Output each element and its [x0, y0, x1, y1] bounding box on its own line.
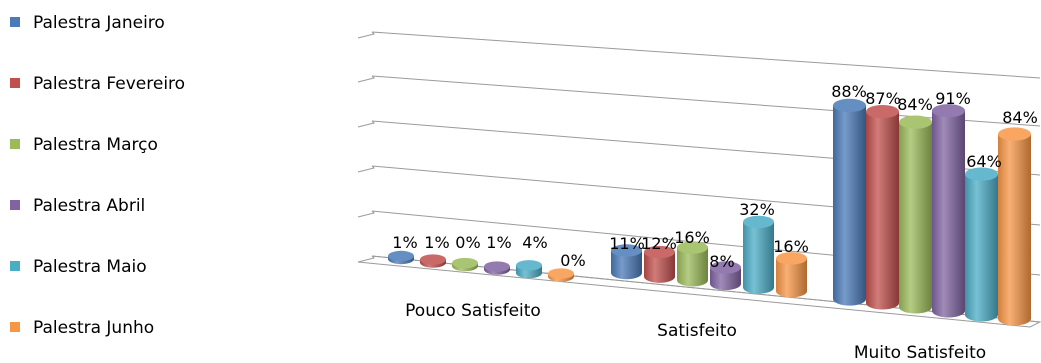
bar-2-1 — [420, 254, 446, 268]
data-label-4-2: 8% — [709, 252, 734, 271]
legend-label-5: Palestra Maio — [33, 257, 147, 277]
bar-4-3 — [932, 104, 965, 318]
bar-5-1 — [516, 260, 542, 279]
legend-swatch-2 — [10, 78, 20, 88]
category-label-2: Satisfeito — [657, 321, 737, 341]
legend-swatch-3 — [10, 139, 20, 149]
data-label-6-1: 0% — [560, 251, 585, 270]
bar-1-2 — [611, 244, 642, 280]
bar-3-1 — [452, 257, 478, 272]
data-label-4-3: 91% — [935, 89, 971, 108]
data-label-5-1: 4% — [522, 233, 547, 252]
data-label-3-3: 84% — [897, 95, 933, 114]
legend-label-2: Palestra Fevereiro — [33, 74, 185, 94]
bar-2-3 — [866, 104, 899, 310]
bar-6-1 — [548, 268, 574, 282]
legend-swatch-4 — [10, 200, 20, 210]
legend-swatch-6 — [10, 322, 20, 332]
data-label-6-3: 84% — [1002, 108, 1038, 127]
data-label-1-2: 11% — [609, 234, 645, 253]
data-labels: 1% 1% 0% 1% 4%0%11%12%16%8%32%16%88%87%84% 91… — [392, 82, 1037, 271]
chart-floor — [357, 255, 1041, 328]
category-labels: Pouco Satisfeito Satisfeito Muito Satisfei… — [405, 301, 986, 363]
data-label-1-1: 1% — [392, 233, 417, 252]
gridline-2 — [357, 75, 1041, 127]
data-label-2-2: 12% — [641, 234, 677, 253]
bars — [388, 98, 1031, 326]
legend-label-6: Palestra Junho — [33, 318, 154, 338]
legend-swatch-5 — [10, 261, 20, 271]
legend: Palestra Janeiro Palestra Fevereiro Palest… — [10, 13, 185, 338]
legend-swatch-1 — [10, 17, 20, 27]
data-label-5-3: 64% — [966, 152, 1002, 171]
bar-5-3 — [965, 167, 998, 322]
data-label-6-2: 16% — [773, 237, 809, 256]
bar-5-2 — [743, 215, 774, 294]
bar-3-2 — [677, 241, 708, 287]
bar-1-1 — [388, 250, 414, 265]
data-label-3-2: 16% — [674, 228, 710, 247]
data-label-1-3: 88% — [831, 82, 867, 101]
bar-2-2 — [644, 245, 675, 283]
bar-3-3 — [899, 115, 932, 314]
gridline-1 — [357, 31, 1041, 79]
data-label-3-1: 0% — [455, 233, 480, 252]
bar-4-2 — [710, 261, 741, 291]
bar-6-3 — [998, 127, 1031, 326]
legend-label-4: Palestra Abril — [33, 196, 145, 216]
bar-1-3 — [833, 98, 866, 306]
category-label-3: Muito Satisfeito — [854, 343, 986, 363]
data-label-5-2: 32% — [739, 200, 775, 219]
legend-label-3: Palestra Março — [33, 135, 158, 155]
bar-4-1 — [484, 261, 510, 275]
data-label-2-1: 1% — [424, 233, 449, 252]
data-label-4-1: 1% — [486, 233, 511, 252]
data-label-2-3: 87% — [865, 89, 901, 108]
legend-label-1: Palestra Janeiro — [33, 13, 165, 33]
bar-6-2 — [776, 252, 807, 298]
category-label-1: Pouco Satisfeito — [405, 301, 541, 321]
